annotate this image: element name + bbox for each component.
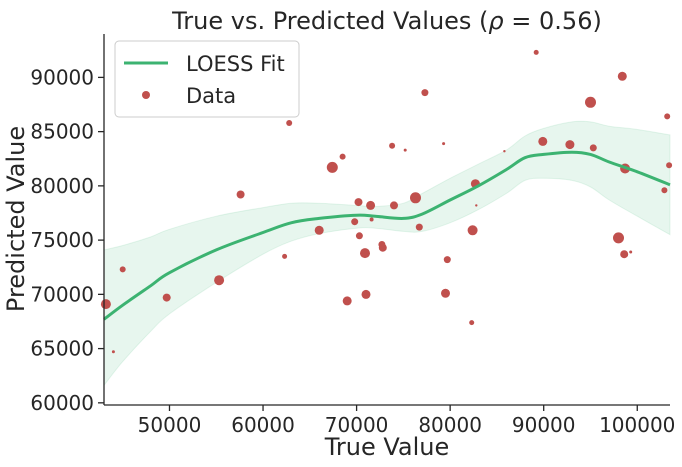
chart-title-rho: ρ [488,7,503,35]
data-point [585,96,596,108]
data-point [467,225,478,236]
data-point [354,198,363,207]
data-point [326,161,338,173]
data-point [441,288,450,298]
legend-fit-label: LOESS Fit [186,52,285,76]
confidence-band-area [103,120,671,387]
y-tick-label: 85000 [30,120,94,144]
y-tick-label: 90000 [30,65,94,89]
data-point [475,204,478,207]
y-tick-label: 65000 [30,337,94,361]
chart-title: True vs. Predicted Values (ρ = 0.56) [171,7,602,35]
confidence-band [103,120,671,387]
data-point [661,187,668,194]
data-point [410,192,421,204]
scatter-points [100,49,673,354]
data-point [286,120,293,126]
data-point [342,296,352,306]
data-point [503,150,506,153]
x-tick-label: 80000 [418,413,482,437]
x-tick-label: 50000 [138,413,202,437]
data-point [589,144,597,152]
y-tick-label: 80000 [30,174,94,198]
data-point [314,225,324,235]
data-point [442,142,446,146]
y-axis-label: Predicted Value [2,126,30,312]
data-point [119,266,126,273]
data-point [629,250,633,254]
legend: LOESS Fit Data [114,40,300,118]
legend-data-label: Data [186,84,236,108]
loess-fit-line [103,150,671,321]
data-point [378,243,387,252]
data-point [366,200,376,210]
x-tick-label: 90000 [512,413,576,437]
data-point [360,248,370,259]
data-point [443,256,451,264]
data-point [533,49,539,55]
data-point [214,275,225,286]
data-point [565,140,575,150]
x-tick-label: 100000 [599,413,675,437]
data-point [403,148,407,152]
data-point [369,217,374,222]
x-axis-label: True Value [324,433,450,461]
data-point [282,253,288,259]
data-point [469,320,475,326]
data-point [390,201,398,210]
y-tick-label: 75000 [30,228,94,252]
data-point [361,289,371,299]
y-ticks: 60000 65000 70000 75000 80000 85000 90000 [30,65,104,415]
chart-title-prefix: True vs. Predicted Values ( [171,7,488,35]
data-point [617,71,627,81]
data-point [538,136,548,146]
data-point [613,232,624,244]
data-point [620,250,629,259]
x-tick-label: 70000 [325,413,389,437]
data-point [389,142,396,149]
x-ticks: 50000 60000 70000 80000 90000 100000 [138,405,675,437]
data-point [351,218,359,226]
data-point [236,190,245,199]
data-point [355,232,363,240]
data-point [664,113,671,120]
data-point [421,89,429,97]
x-tick-label: 60000 [231,413,295,437]
data-point [111,350,115,354]
data-point [666,162,673,169]
data-point [100,299,111,310]
axes [103,34,670,406]
loess-fit-path [103,150,671,321]
data-point [162,293,171,302]
y-tick-label: 70000 [30,282,94,306]
chart-title-suffix: = 0.56) [504,7,602,35]
legend-box [114,40,300,118]
data-point [415,223,423,231]
data-point [339,153,346,160]
legend-data-swatch [142,91,150,99]
y-tick-label: 60000 [30,391,94,415]
